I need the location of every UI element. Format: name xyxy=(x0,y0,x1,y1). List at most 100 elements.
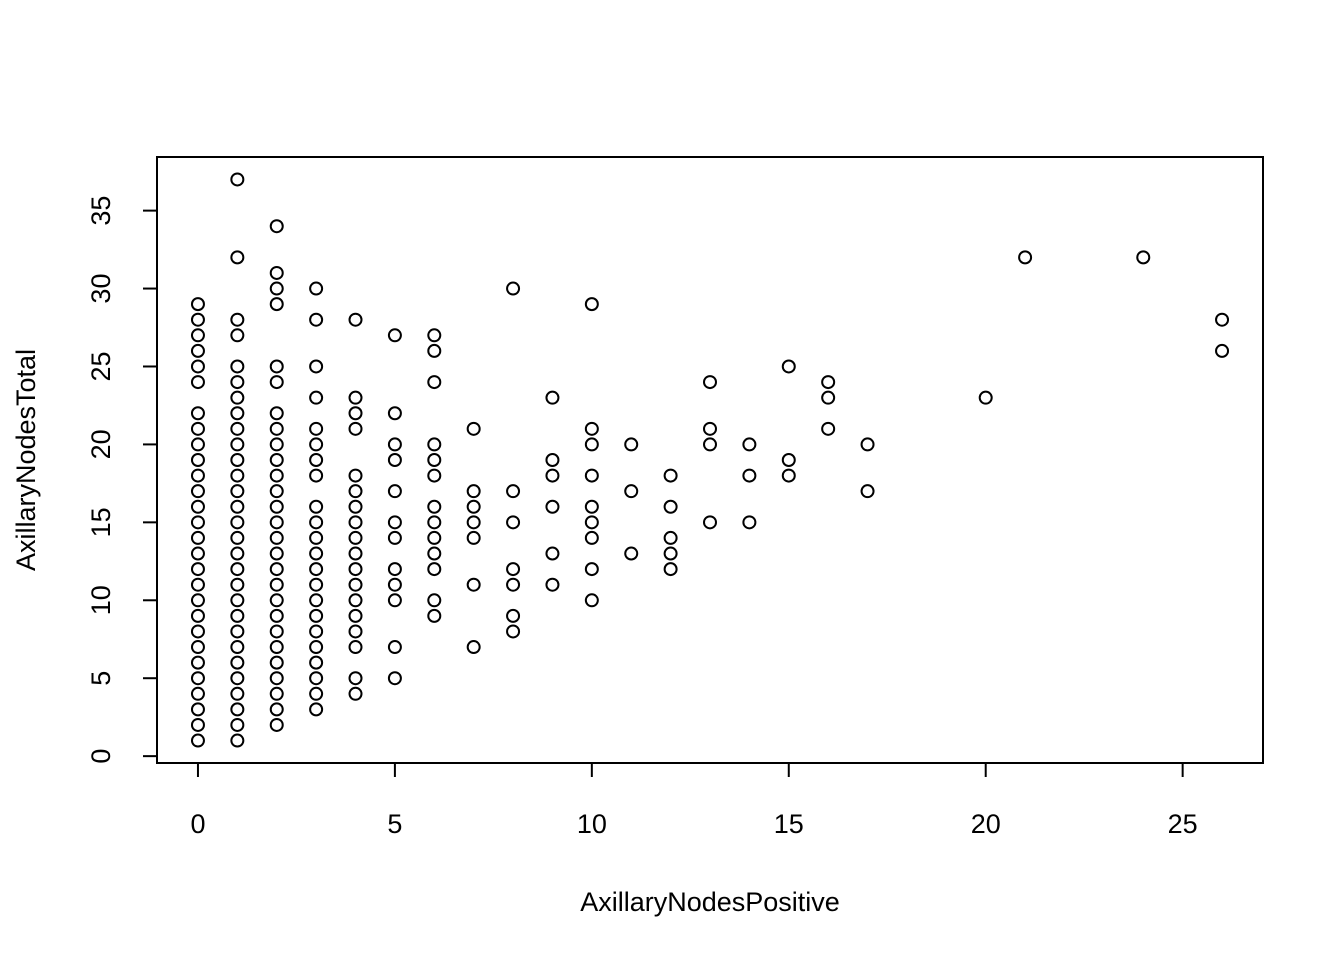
data-point xyxy=(427,546,442,561)
data-point xyxy=(506,577,521,592)
data-point xyxy=(506,624,521,639)
data-point xyxy=(269,375,284,390)
data-point xyxy=(230,717,245,732)
data-point xyxy=(309,562,324,577)
data-point xyxy=(348,624,363,639)
data-point xyxy=(269,562,284,577)
data-point xyxy=(230,702,245,717)
data-point xyxy=(230,733,245,748)
y-axis-title: AxillaryNodesTotal xyxy=(11,349,41,571)
data-point xyxy=(230,390,245,405)
data-point xyxy=(309,390,324,405)
data-point xyxy=(230,453,245,467)
data-point xyxy=(624,484,639,499)
data-point xyxy=(190,546,205,561)
data-point xyxy=(545,390,560,405)
data-point xyxy=(663,468,678,483)
data-point xyxy=(269,437,284,452)
data-point xyxy=(190,343,205,358)
data-point xyxy=(230,250,245,265)
data-point xyxy=(466,421,481,436)
data-point xyxy=(269,624,284,639)
data-point xyxy=(584,515,599,530)
data-point xyxy=(348,421,363,436)
data-point xyxy=(230,312,245,327)
data-point xyxy=(309,577,324,592)
x-tick-label: 10 xyxy=(577,809,607,839)
data-point xyxy=(230,484,245,499)
x-axis-title: AxillaryNodesPositive xyxy=(580,887,840,917)
x-tick-label: 15 xyxy=(774,809,804,839)
data-point xyxy=(230,328,245,343)
data-point xyxy=(269,686,284,701)
data-point xyxy=(269,484,284,499)
y-tick-label: 25 xyxy=(86,351,116,381)
data-point xyxy=(387,484,402,499)
data-point xyxy=(230,421,245,436)
data-point xyxy=(309,437,324,452)
data-point xyxy=(427,608,442,623)
data-point xyxy=(387,437,402,452)
data-point xyxy=(663,546,678,561)
x-tick-label: 5 xyxy=(387,809,402,839)
data-point xyxy=(545,468,560,483)
y-tick-label: 10 xyxy=(86,585,116,615)
data-point xyxy=(190,437,205,452)
y-tick-label: 5 xyxy=(86,671,116,686)
data-point xyxy=(387,453,402,467)
data-point xyxy=(190,593,205,608)
data-point xyxy=(545,577,560,592)
data-point xyxy=(584,437,599,452)
data-point xyxy=(230,359,245,374)
x-axis: 0 5 10 15 20 25 xyxy=(190,762,1198,839)
data-point xyxy=(190,468,205,483)
y-tick-label: 15 xyxy=(86,507,116,537)
data-point xyxy=(584,468,599,483)
data-point xyxy=(663,530,678,545)
data-point xyxy=(190,297,205,312)
data-point xyxy=(506,562,521,577)
data-point xyxy=(230,686,245,701)
y-tick-label: 30 xyxy=(86,274,116,304)
data-point xyxy=(269,577,284,592)
data-point xyxy=(269,359,284,374)
data-point xyxy=(309,453,324,467)
data-point xyxy=(230,468,245,483)
y-tick-label: 20 xyxy=(86,429,116,459)
data-point xyxy=(427,593,442,608)
data-point xyxy=(230,437,245,452)
data-point xyxy=(269,608,284,623)
data-point xyxy=(348,468,363,483)
data-point xyxy=(190,640,205,655)
data-point xyxy=(190,312,205,327)
data-point xyxy=(742,468,757,483)
data-point xyxy=(387,640,402,655)
x-tick-label: 25 xyxy=(1168,809,1198,839)
data-point xyxy=(190,608,205,623)
data-point xyxy=(190,686,205,701)
data-point xyxy=(230,593,245,608)
data-point xyxy=(190,375,205,390)
data-point xyxy=(269,421,284,436)
data-point xyxy=(584,562,599,577)
data-point xyxy=(230,577,245,592)
data-point xyxy=(1215,343,1230,358)
data-point xyxy=(190,484,205,499)
data-point xyxy=(309,515,324,530)
data-point xyxy=(545,546,560,561)
data-point xyxy=(584,421,599,436)
data-point xyxy=(427,468,442,483)
data-point xyxy=(309,608,324,623)
data-point xyxy=(387,406,402,421)
data-point xyxy=(860,484,875,499)
data-point xyxy=(821,375,836,390)
data-point xyxy=(348,390,363,405)
data-point xyxy=(427,453,442,467)
data-point xyxy=(466,515,481,530)
data-point xyxy=(230,172,245,187)
data-point xyxy=(427,515,442,530)
data-point xyxy=(348,686,363,701)
data-point xyxy=(269,655,284,670)
data-point xyxy=(230,515,245,530)
data-point xyxy=(190,515,205,530)
